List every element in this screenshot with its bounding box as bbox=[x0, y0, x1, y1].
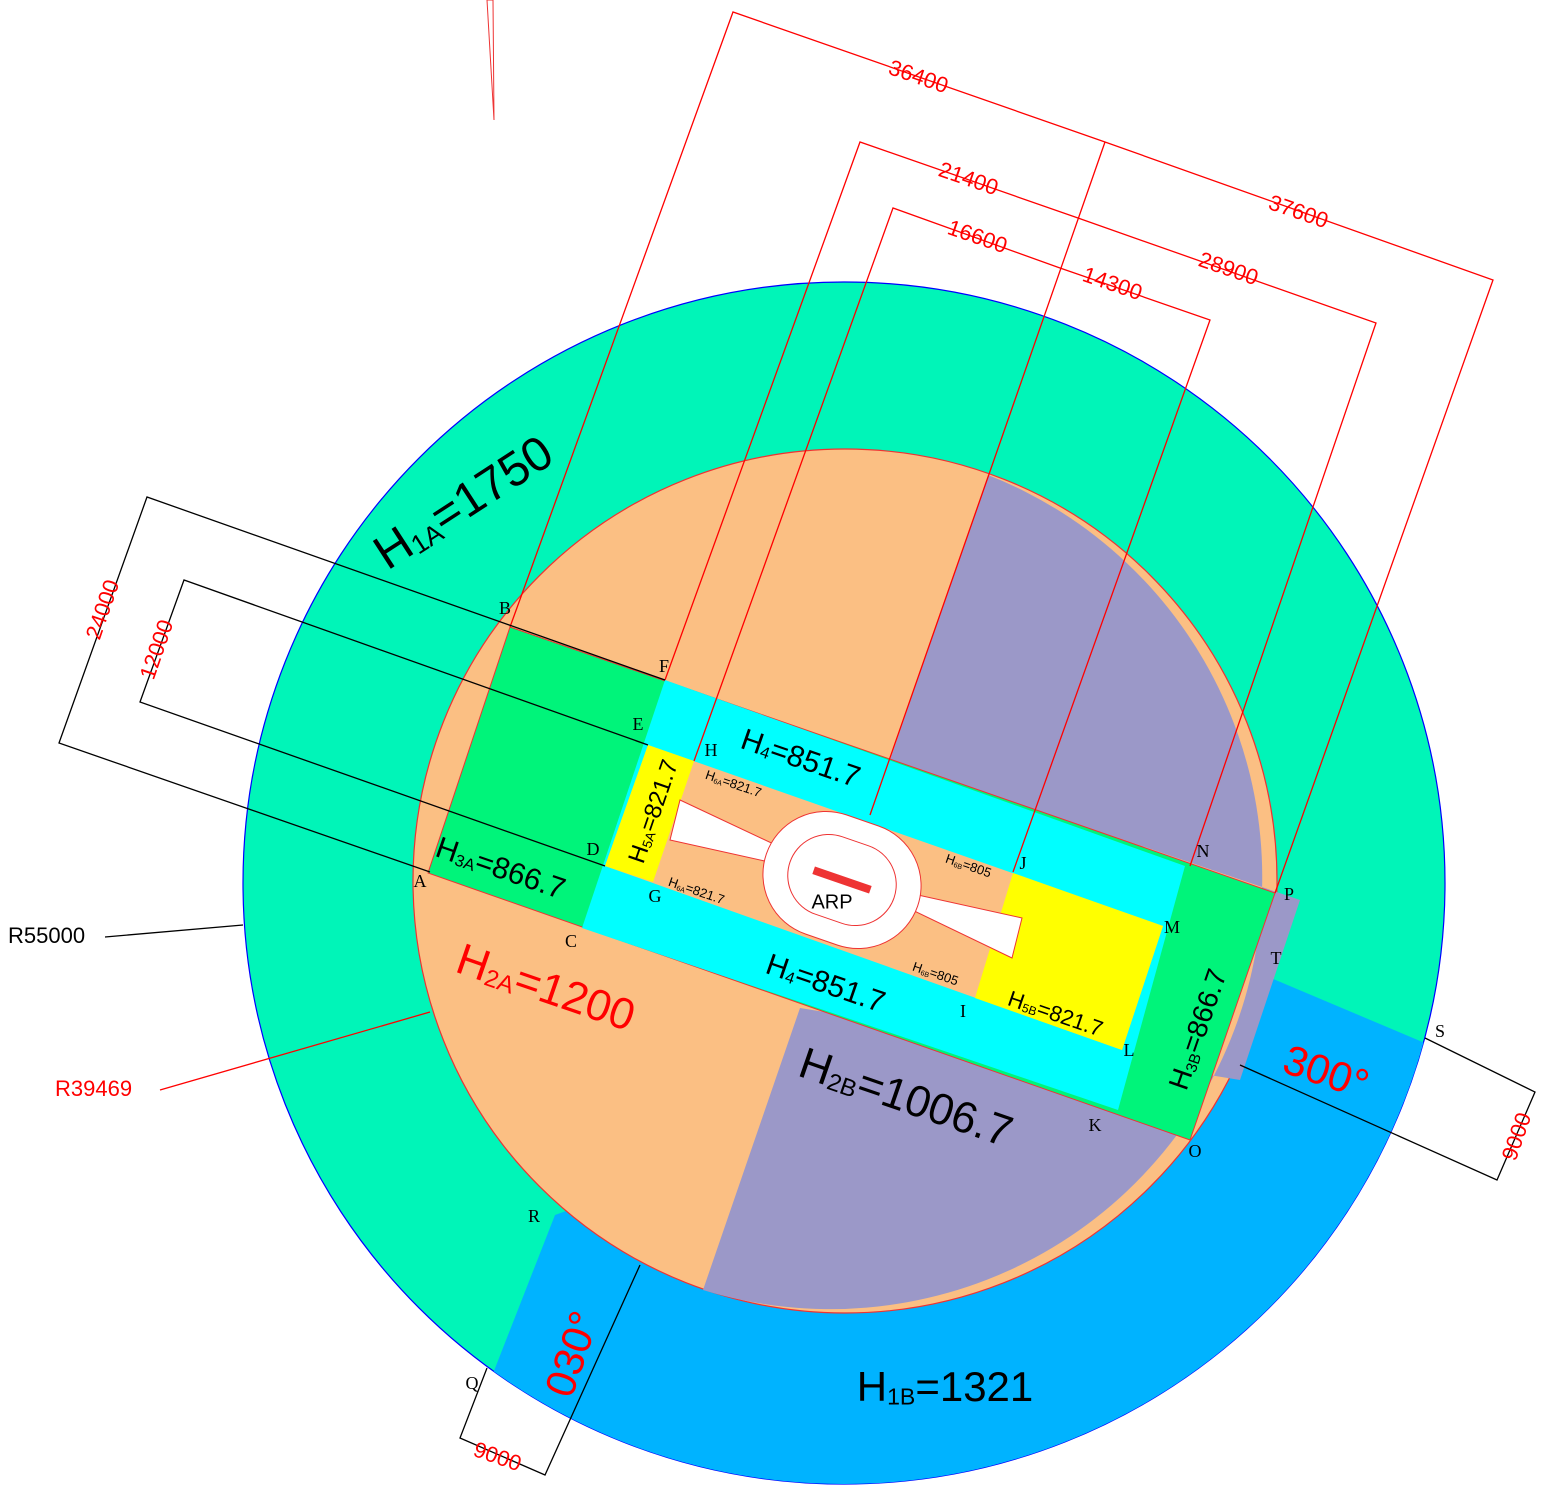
dimension-label: 24000 bbox=[81, 576, 125, 642]
surface-subscript: 6A bbox=[712, 777, 723, 787]
point-label: F bbox=[659, 656, 669, 676]
point-label: K bbox=[1089, 1115, 1102, 1135]
surface-symbol: H bbox=[666, 874, 680, 891]
surface-subscript: 3A bbox=[452, 852, 477, 876]
point-label: P bbox=[1284, 884, 1294, 904]
point-label: L bbox=[1124, 1040, 1135, 1060]
point-label: N bbox=[1197, 841, 1210, 861]
surface-symbol: H bbox=[943, 851, 957, 868]
surface-label: H1B=1321 bbox=[857, 1363, 1034, 1410]
radius-label: R39469 bbox=[55, 1076, 132, 1101]
arp-area bbox=[762, 810, 922, 950]
surface-subscript: 6B bbox=[919, 969, 930, 979]
surface-subscript: 5A bbox=[640, 830, 660, 850]
dimension-label: 9000 bbox=[470, 1437, 524, 1477]
point-label: T bbox=[1271, 948, 1282, 968]
surface-symbol: H bbox=[703, 767, 717, 784]
point-label: S bbox=[1435, 1021, 1445, 1041]
point-label: G bbox=[649, 886, 662, 906]
surface-subscript: 6B bbox=[952, 861, 963, 871]
dimension-label: 28900 bbox=[1196, 247, 1262, 291]
point-label: A bbox=[414, 871, 427, 891]
dimension-label: 16600 bbox=[945, 215, 1011, 259]
surface-subscript: 3B bbox=[1183, 1051, 1205, 1074]
point-label: E bbox=[633, 714, 644, 734]
dimension-label: 21400 bbox=[936, 157, 1002, 201]
point-label: J bbox=[1019, 853, 1026, 873]
dimension-label: 37600 bbox=[1266, 190, 1332, 234]
surface-symbol: H bbox=[910, 959, 924, 976]
surface-value: =1321 bbox=[915, 1363, 1033, 1410]
point-label: B bbox=[499, 598, 511, 618]
point-label: D bbox=[587, 839, 600, 859]
dimension-label: 36400 bbox=[886, 55, 952, 99]
point-label: O bbox=[1189, 1141, 1202, 1161]
yellow-a bbox=[605, 745, 694, 882]
surface-symbol: H bbox=[857, 1363, 887, 1410]
arp-label: ARP bbox=[811, 891, 852, 913]
point-label: H bbox=[705, 740, 718, 760]
surface-subscript: 6A bbox=[675, 884, 686, 894]
point-label: M bbox=[1164, 917, 1180, 937]
point-label: C bbox=[565, 931, 577, 951]
point-label: Q bbox=[466, 1373, 479, 1393]
dimension-label: 12000 bbox=[135, 616, 179, 682]
point-label: R bbox=[528, 1206, 540, 1226]
dimension-label: 14300 bbox=[1080, 262, 1146, 306]
surface-subscript: 1B bbox=[887, 1384, 915, 1410]
dimension-label: 9000 bbox=[1497, 1109, 1537, 1163]
dimension-lines bbox=[58, 0, 1536, 1476]
point-label: I bbox=[960, 1001, 966, 1021]
yellow-b bbox=[975, 873, 1163, 1050]
surface-subscript: 5B bbox=[1020, 1001, 1039, 1019]
radius-label: R55000 bbox=[8, 923, 85, 948]
surface-symbol: H bbox=[1005, 986, 1028, 1015]
